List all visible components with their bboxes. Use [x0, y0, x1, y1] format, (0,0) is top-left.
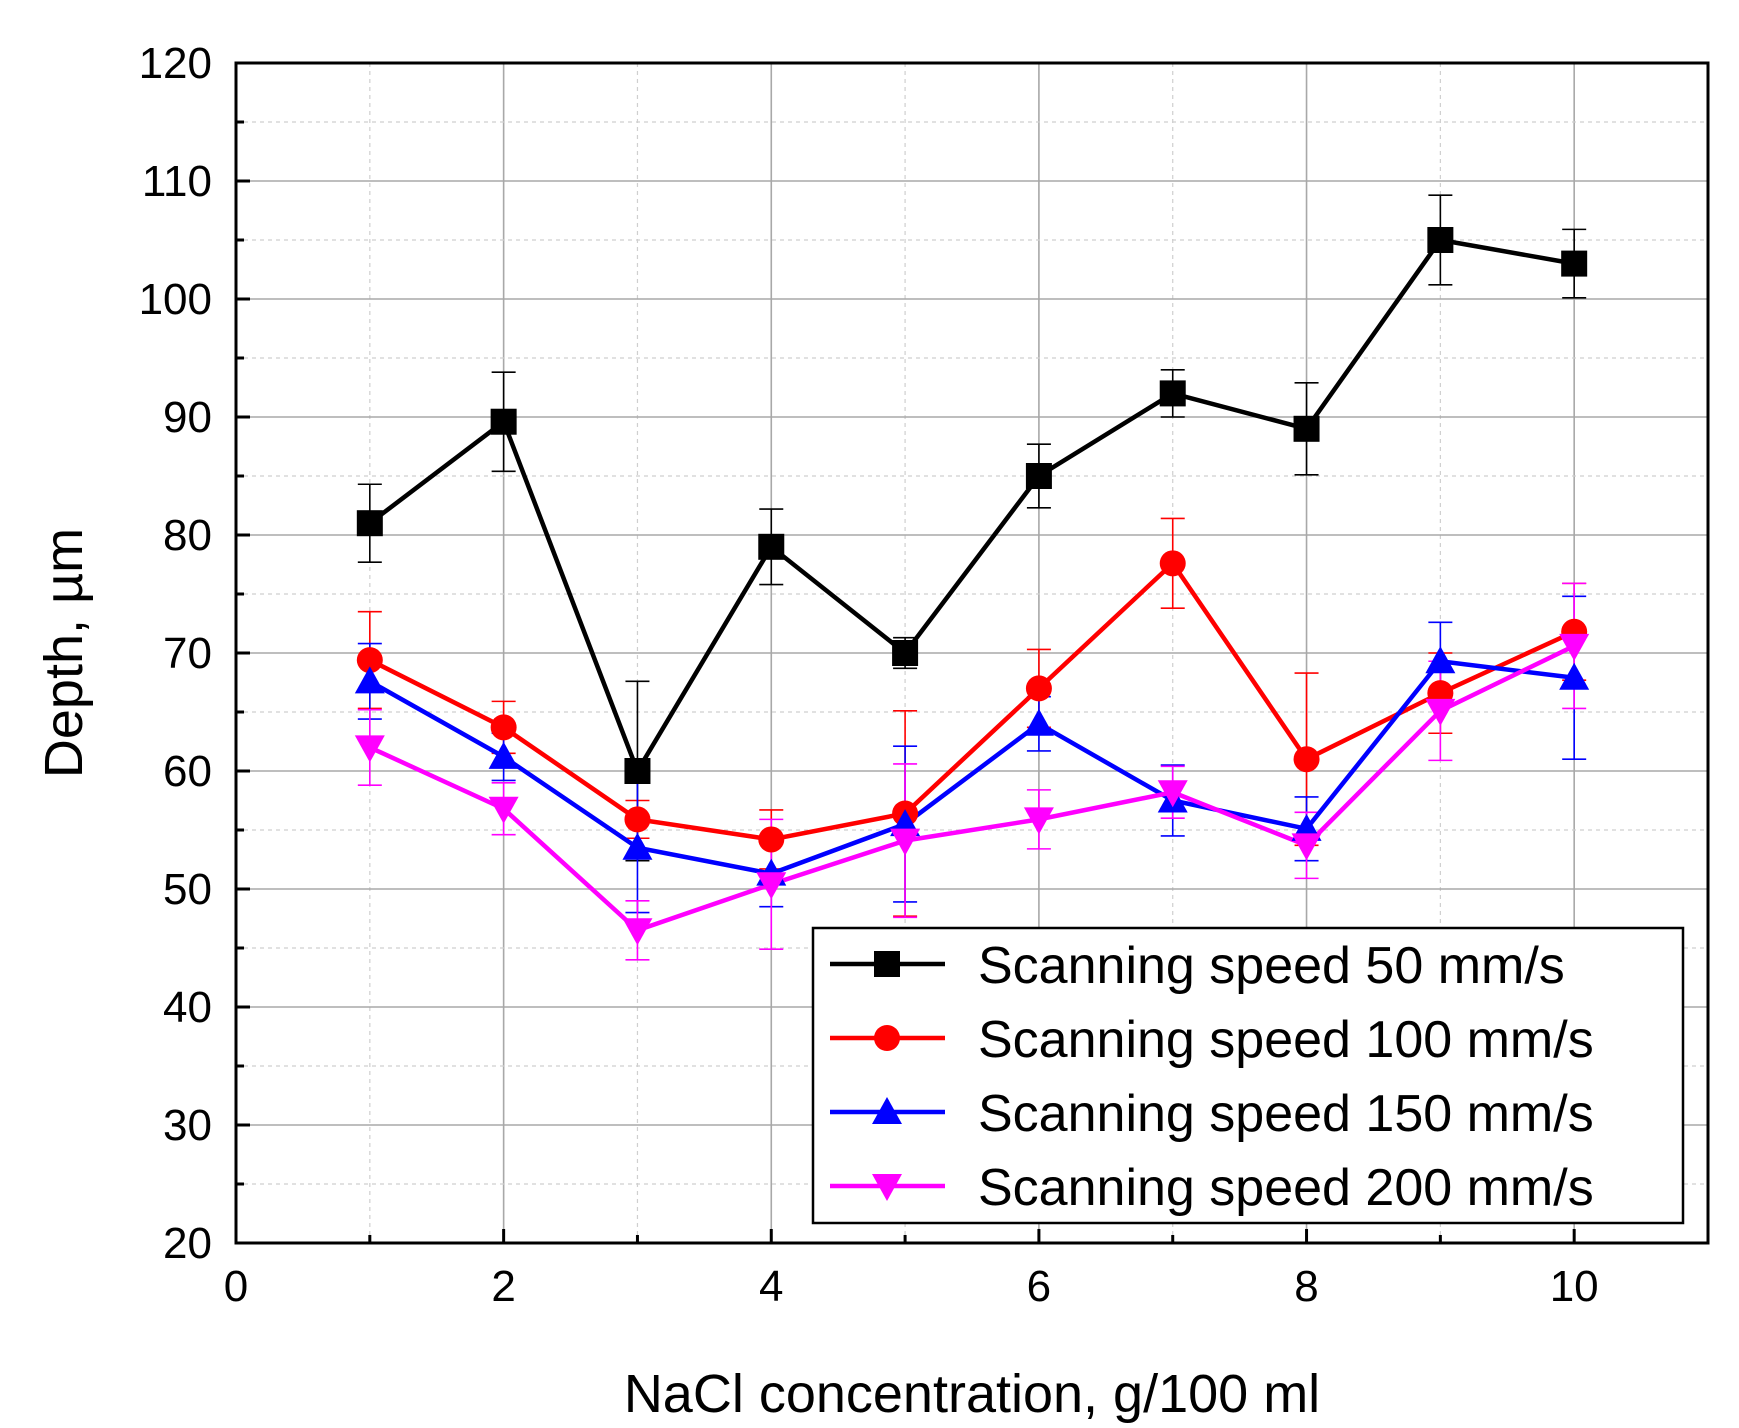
scanning-speed-200-mm-s-point: [890, 828, 921, 856]
legend-entry-scanning-speed-100-mm-s: Scanning speed 100 mm/s: [830, 1011, 1594, 1069]
legend-marker: [874, 1025, 900, 1051]
y-tick-label: 30: [163, 1101, 212, 1150]
scanning-speed-100-mm-s-point: [624, 806, 651, 833]
scanning-speed-150-mm-s-point: [1425, 646, 1456, 674]
scanning-speed-200-mm-s-point: [1425, 698, 1456, 726]
scanning-speed-200-mm-s-point: [354, 735, 385, 763]
y-axis-label: Depth, µm: [34, 528, 94, 778]
scanning-speed-200-mm-s-point: [1559, 633, 1590, 661]
y-tick-label: 90: [163, 393, 212, 442]
legend-label: Scanning speed 150 mm/s: [978, 1085, 1594, 1143]
scanning-speed-100-mm-s-point: [1159, 550, 1186, 577]
scanning-speed-200-mm-s-point: [1157, 780, 1188, 808]
scanning-speed-100-mm-s-point: [1025, 675, 1052, 702]
scanning-speed-50-mm-s-point: [490, 408, 517, 435]
x-tick-label: 2: [491, 1262, 515, 1311]
scanning-speed-50-mm-s-line: [368, 237, 1575, 777]
y-tick-label: 100: [139, 275, 212, 324]
scanning-speed-50-mm-s-point: [1159, 380, 1186, 407]
legend-box: [811, 926, 1685, 1225]
scanning-speed-50-mm-s-point: [624, 758, 651, 784]
legend-entry-scanning-speed-200-mm-s: Scanning speed 200 mm/s: [830, 1159, 1594, 1217]
scanning-speed-150-mm-s-point: [622, 832, 653, 860]
scanning-speed-200-mm-s-line: [368, 643, 1576, 933]
x-tick-label: 10: [1550, 1262, 1599, 1311]
scanning-speed-150-mm-s-point: [488, 741, 519, 769]
legend: Scanning speed 50 mm/s Scanning speed 100…: [811, 926, 1685, 1225]
axis-ticks: 0 2 4 6 8 10 20 30 40 50 60 70 80 90 100 110 120: [139, 39, 1710, 1311]
scanning-speed-50-mm-s-point: [1293, 415, 1320, 442]
y-tick-label: 50: [163, 865, 212, 914]
scanning-speed-200-mm-s-point: [1023, 807, 1054, 835]
scanning-speed-150-mm-s-point: [1559, 662, 1590, 690]
legend-label: Scanning speed 50 mm/s: [978, 937, 1565, 995]
scanning-speed-50-mm-s-point: [758, 533, 785, 560]
y-tick-label: 70: [163, 629, 212, 678]
x-tick-label: 0: [224, 1262, 248, 1311]
scanning-speed-100-mm-s-point: [356, 647, 383, 674]
scanning-speed-50-mm-s-point: [356, 510, 383, 537]
legend-marker: [872, 1174, 902, 1201]
scanning-speed-100-mm-s-point: [1293, 746, 1320, 773]
scanning-speed-200-mm-s-point: [1291, 833, 1322, 861]
scanning-speed-50-mm-s-point: [1025, 463, 1052, 489]
legend-entry-scanning-speed-50-mm-s: Scanning speed 50 mm/s: [830, 937, 1565, 995]
x-tick-label: 6: [1027, 1262, 1051, 1311]
legend-entry-scanning-speed-150-mm-s: Scanning speed 150 mm/s: [830, 1085, 1594, 1143]
scanning-speed-200-mm-s-point: [622, 918, 653, 946]
legend-marker: [874, 951, 900, 977]
x-tick-label: 4: [759, 1262, 783, 1311]
legend-label: Scanning speed 100 mm/s: [978, 1011, 1594, 1069]
y-tick-label: 80: [163, 511, 212, 560]
scanning-speed-50-mm-s-point: [1427, 227, 1454, 253]
scanning-speed-200-mm-s-point: [756, 872, 787, 900]
scanning-speed-150-mm-s-point: [1023, 708, 1054, 736]
scanning-speed-100-mm-s-point: [758, 826, 785, 853]
scanning-speed-150-mm-s-point: [354, 666, 385, 694]
scanning-speed-100-mm-s-line: [368, 559, 1576, 842]
scanning-speed-50-mm-s-point: [1561, 250, 1588, 277]
x-tick-label: 8: [1294, 1262, 1318, 1311]
series-markers: [354, 227, 1590, 946]
scanning-speed-50-mm-s-point: [892, 640, 919, 666]
legend-marker: [872, 1097, 902, 1124]
y-tick-label: 60: [163, 747, 212, 796]
x-axis-label: NaCl concentration, g/100 ml: [624, 1364, 1320, 1424]
y-tick-label: 20: [163, 1219, 212, 1268]
legend-label: Scanning speed 200 mm/s: [978, 1159, 1594, 1217]
series-lines: [368, 237, 1576, 933]
scanning-speed-100-mm-s-point: [490, 714, 517, 741]
scanning-speed-150-mm-s-line: [368, 658, 1575, 876]
y-tick-label: 40: [163, 983, 212, 1032]
scanning-speed-200-mm-s-point: [488, 796, 519, 824]
y-tick-label: 110: [142, 157, 212, 206]
y-tick-label: 120: [139, 39, 212, 88]
